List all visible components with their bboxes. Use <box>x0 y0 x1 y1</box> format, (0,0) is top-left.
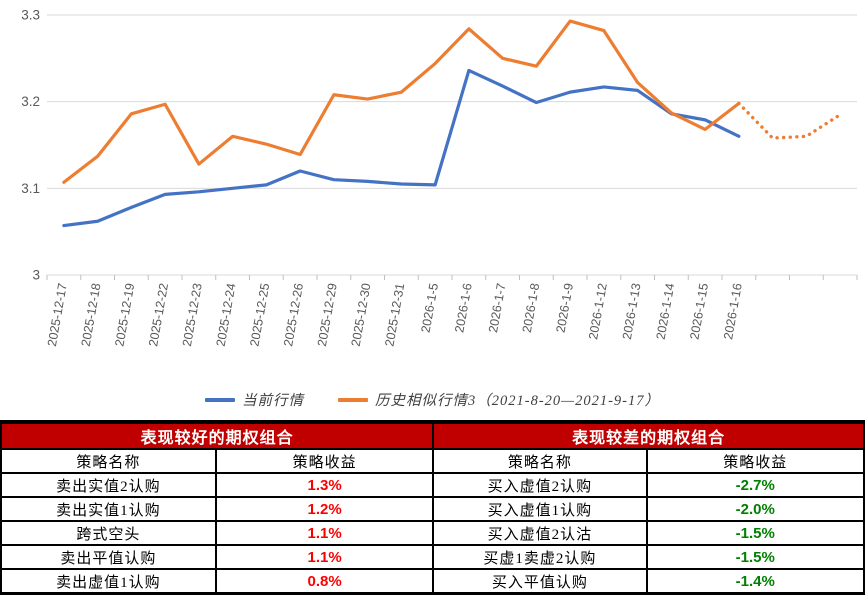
legend-swatch-icon <box>338 397 369 402</box>
right-strategy-return: -1.5% <box>645 544 865 570</box>
legend-item-1: 历史相似行情3（2021-8-20—2021-9-17） <box>338 389 660 410</box>
table-title-row: 表现较好的期权组合 表现较差的期权组合 <box>0 421 865 450</box>
x-axis-label: 2025-12-31 <box>382 282 407 347</box>
x-axis-label: 2026-1-9 <box>554 282 576 334</box>
x-axis-label: 2025-12-19 <box>112 282 137 347</box>
x-axis-label: 2026-1-12 <box>586 282 610 341</box>
x-axis-label: 2026-1-15 <box>687 282 711 341</box>
right-strategy-return: -1.4% <box>645 568 865 595</box>
left-col-header-name: 策略名称 <box>0 448 217 474</box>
left-table-title: 表现较好的期权组合 <box>0 421 435 450</box>
x-axis-label: 2025-12-29 <box>315 282 340 347</box>
left-strategy-name: 卖出虚值1认购 <box>0 568 217 595</box>
series-line-0 <box>62 68 741 228</box>
right-strategy-name: 买入虚值2认购 <box>432 472 648 498</box>
x-axis-label: 2025-12-18 <box>79 282 104 347</box>
x-axis-label: 2026-1-7 <box>486 282 508 334</box>
table-row: 卖出实值1认购 1.2% 买入虚值1认购 -2.0% <box>0 496 865 522</box>
y-axis-label: 3 <box>32 268 40 283</box>
x-axis-label: 2025-12-26 <box>281 282 306 347</box>
legend-label: 历史相似行情3（2021-8-20—2021-9-17） <box>375 393 660 409</box>
x-axis-label: 2025-12-22 <box>146 282 171 347</box>
series-dotted-extension-1 <box>737 101 842 140</box>
legend-label: 当前行情 <box>242 393 305 409</box>
left-col-header-return: 策略收益 <box>214 448 435 474</box>
left-strategy-return: 1.1% <box>214 544 435 570</box>
left-strategy-name: 卖出实值1认购 <box>0 496 217 522</box>
right-strategy-name: 买入虚值1认购 <box>432 496 648 522</box>
x-axis-label: 2025-12-23 <box>180 282 205 347</box>
right-col-header-return: 策略收益 <box>645 448 865 474</box>
x-axis-label: 2026-1-13 <box>620 282 644 341</box>
x-axis-label: 2026-1-14 <box>654 282 678 341</box>
x-axis-label: 2026-1-16 <box>721 282 745 341</box>
right-strategy-return: -2.0% <box>645 496 865 522</box>
left-strategy-return: 1.3% <box>214 472 435 498</box>
line-chart: 3 3.1 3.2 3.3 2025-12-17 2025-12-18 2025-12-19… <box>0 7 865 410</box>
x-axis-label: 2025-12-17 <box>45 282 70 347</box>
options-performance-table: 表现较好的期权组合 表现较差的期权组合 策略名称 策略收益 策略名称 策略收益 … <box>0 420 865 595</box>
left-strategy-return: 1.1% <box>214 520 435 546</box>
left-strategy-return: 0.8% <box>214 568 435 595</box>
y-axis-label: 3.3 <box>21 8 40 23</box>
series-line-1 <box>62 19 741 184</box>
right-table-title: 表现较差的期权组合 <box>432 421 865 450</box>
y-axis-label: 3.2 <box>21 94 40 109</box>
chart-legend: 当前行情 历史相似行情3（2021-8-20—2021-9-17） <box>0 389 865 410</box>
x-axis-label: 2025-12-25 <box>247 282 272 347</box>
y-axis-label: 3.1 <box>21 181 40 196</box>
table-row: 卖出平值认购 1.1% 买虚1卖虚2认购 -1.5% <box>0 544 865 570</box>
left-strategy-return: 1.2% <box>214 496 435 522</box>
table-row: 卖出虚值1认购 0.8% 买入平值认购 -1.4% <box>0 568 865 595</box>
legend-swatch-icon <box>205 397 236 402</box>
table-row: 卖出实值2认购 1.3% 买入虚值2认购 -2.7% <box>0 472 865 498</box>
x-axis-label: 2026-1-5 <box>419 282 441 334</box>
left-strategy-name: 跨式空头 <box>0 520 217 546</box>
right-strategy-name: 买入平值认购 <box>432 568 648 595</box>
x-axis-label: 2025-12-30 <box>349 282 374 347</box>
right-strategy-name: 买入虚值2认沽 <box>432 520 648 546</box>
right-col-header-name: 策略名称 <box>432 448 648 474</box>
left-strategy-name: 卖出平值认购 <box>0 544 217 570</box>
x-axis-label: 2026-1-6 <box>452 282 474 334</box>
table-row: 跨式空头 1.1% 买入虚值2认沽 -1.5% <box>0 520 865 546</box>
right-strategy-name: 买虚1卖虚2认购 <box>432 544 648 570</box>
table-subheader-row: 策略名称 策略收益 策略名称 策略收益 <box>0 448 865 474</box>
right-strategy-return: -1.5% <box>645 520 865 546</box>
right-strategy-return: -2.7% <box>645 472 865 498</box>
x-axis-label: 2025-12-24 <box>214 282 239 347</box>
left-strategy-name: 卖出实值2认购 <box>0 472 217 498</box>
legend-item-0: 当前行情 <box>205 389 304 410</box>
chart-canvas: 3 3.1 3.2 3.3 2025-12-17 2025-12-18 2025-12-19… <box>21 8 858 348</box>
x-axis-label: 2026-1-8 <box>520 282 542 334</box>
